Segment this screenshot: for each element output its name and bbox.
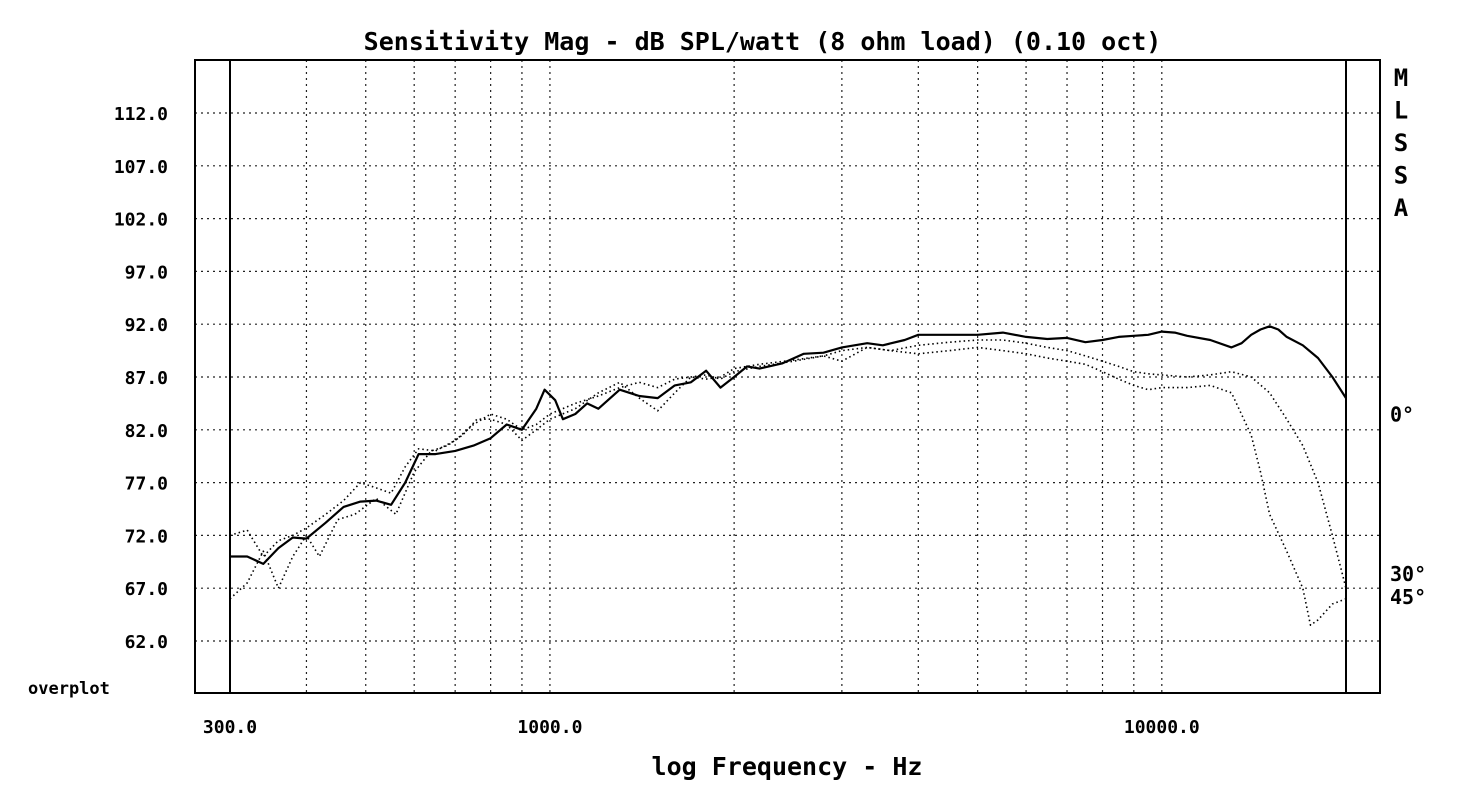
series-line-0: [230, 325, 1347, 565]
y-tick-label: 82.0: [125, 421, 168, 442]
brand-letter: S: [1394, 162, 1408, 190]
plot-frame: [194, 59, 1381, 694]
y-tick-label: 92.0: [125, 315, 168, 336]
brand-letter: S: [1394, 129, 1408, 157]
y-tick-label: 107.0: [114, 157, 168, 178]
series-label: 0°: [1390, 402, 1414, 426]
brand-letter: A: [1394, 194, 1409, 222]
series-line-2: [229, 346, 1347, 626]
y-tick-label: 67.0: [125, 579, 168, 600]
y-tick-label: 97.0: [125, 262, 168, 283]
y-tick-label: 112.0: [114, 104, 168, 125]
x-axis-label: log Frequency - Hz: [652, 752, 923, 781]
y-tick-label: 87.0: [125, 368, 168, 389]
brand-letter: L: [1394, 97, 1408, 125]
y-tick-label: 102.0: [114, 210, 168, 231]
series-label: 45°: [1390, 585, 1426, 609]
chart-title: Sensitivity Mag - dB SPL/watt (8 ohm loa…: [364, 27, 1162, 56]
series-layer: [229, 325, 1347, 626]
series-label: 30°: [1390, 562, 1426, 586]
grid: [195, 60, 1380, 693]
overplot-label: overplot: [28, 679, 110, 699]
x-tick-label: 1000.0: [517, 717, 582, 738]
x-tick-label: 10000.0: [1124, 717, 1200, 738]
x-tick-label: 300.0: [203, 717, 257, 738]
y-tick-label: 62.0: [125, 632, 168, 653]
y-tick-label: 77.0: [125, 474, 168, 495]
series-line-1: [229, 339, 1347, 589]
labels: Sensitivity Mag - dB SPL/watt (8 ohm loa…: [28, 27, 1426, 781]
axes: [194, 59, 1381, 694]
brand-letter: M: [1394, 64, 1408, 92]
y-tick-label: 72.0: [125, 526, 168, 547]
